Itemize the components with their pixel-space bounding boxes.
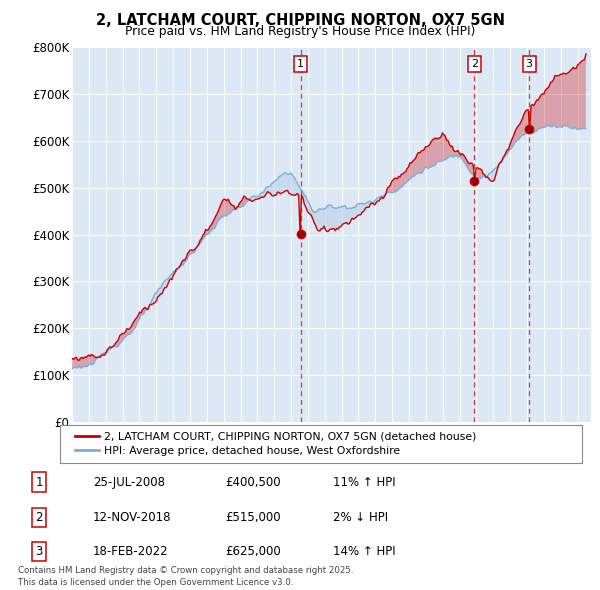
Text: 11% ↑ HPI: 11% ↑ HPI: [333, 476, 395, 489]
Text: 2: 2: [35, 511, 43, 524]
Text: 2, LATCHAM COURT, CHIPPING NORTON, OX7 5GN: 2, LATCHAM COURT, CHIPPING NORTON, OX7 5…: [95, 13, 505, 28]
Text: 1: 1: [35, 476, 43, 489]
Text: 25-JUL-2008: 25-JUL-2008: [93, 476, 165, 489]
Text: Contains HM Land Registry data © Crown copyright and database right 2025.
This d: Contains HM Land Registry data © Crown c…: [18, 566, 353, 587]
Text: 12-NOV-2018: 12-NOV-2018: [93, 511, 172, 524]
Text: Price paid vs. HM Land Registry's House Price Index (HPI): Price paid vs. HM Land Registry's House …: [125, 25, 475, 38]
Text: £515,000: £515,000: [225, 511, 281, 524]
Legend: 2, LATCHAM COURT, CHIPPING NORTON, OX7 5GN (detached house), HPI: Average price,: 2, LATCHAM COURT, CHIPPING NORTON, OX7 5…: [71, 428, 481, 460]
Text: 14% ↑ HPI: 14% ↑ HPI: [333, 545, 395, 558]
Text: 1: 1: [297, 59, 304, 69]
Text: 2% ↓ HPI: 2% ↓ HPI: [333, 511, 388, 524]
Text: 3: 3: [526, 59, 533, 69]
Text: 3: 3: [35, 545, 43, 558]
Text: £400,500: £400,500: [225, 476, 281, 489]
Text: £625,000: £625,000: [225, 545, 281, 558]
Text: 2: 2: [470, 59, 478, 69]
Text: 18-FEB-2022: 18-FEB-2022: [93, 545, 169, 558]
